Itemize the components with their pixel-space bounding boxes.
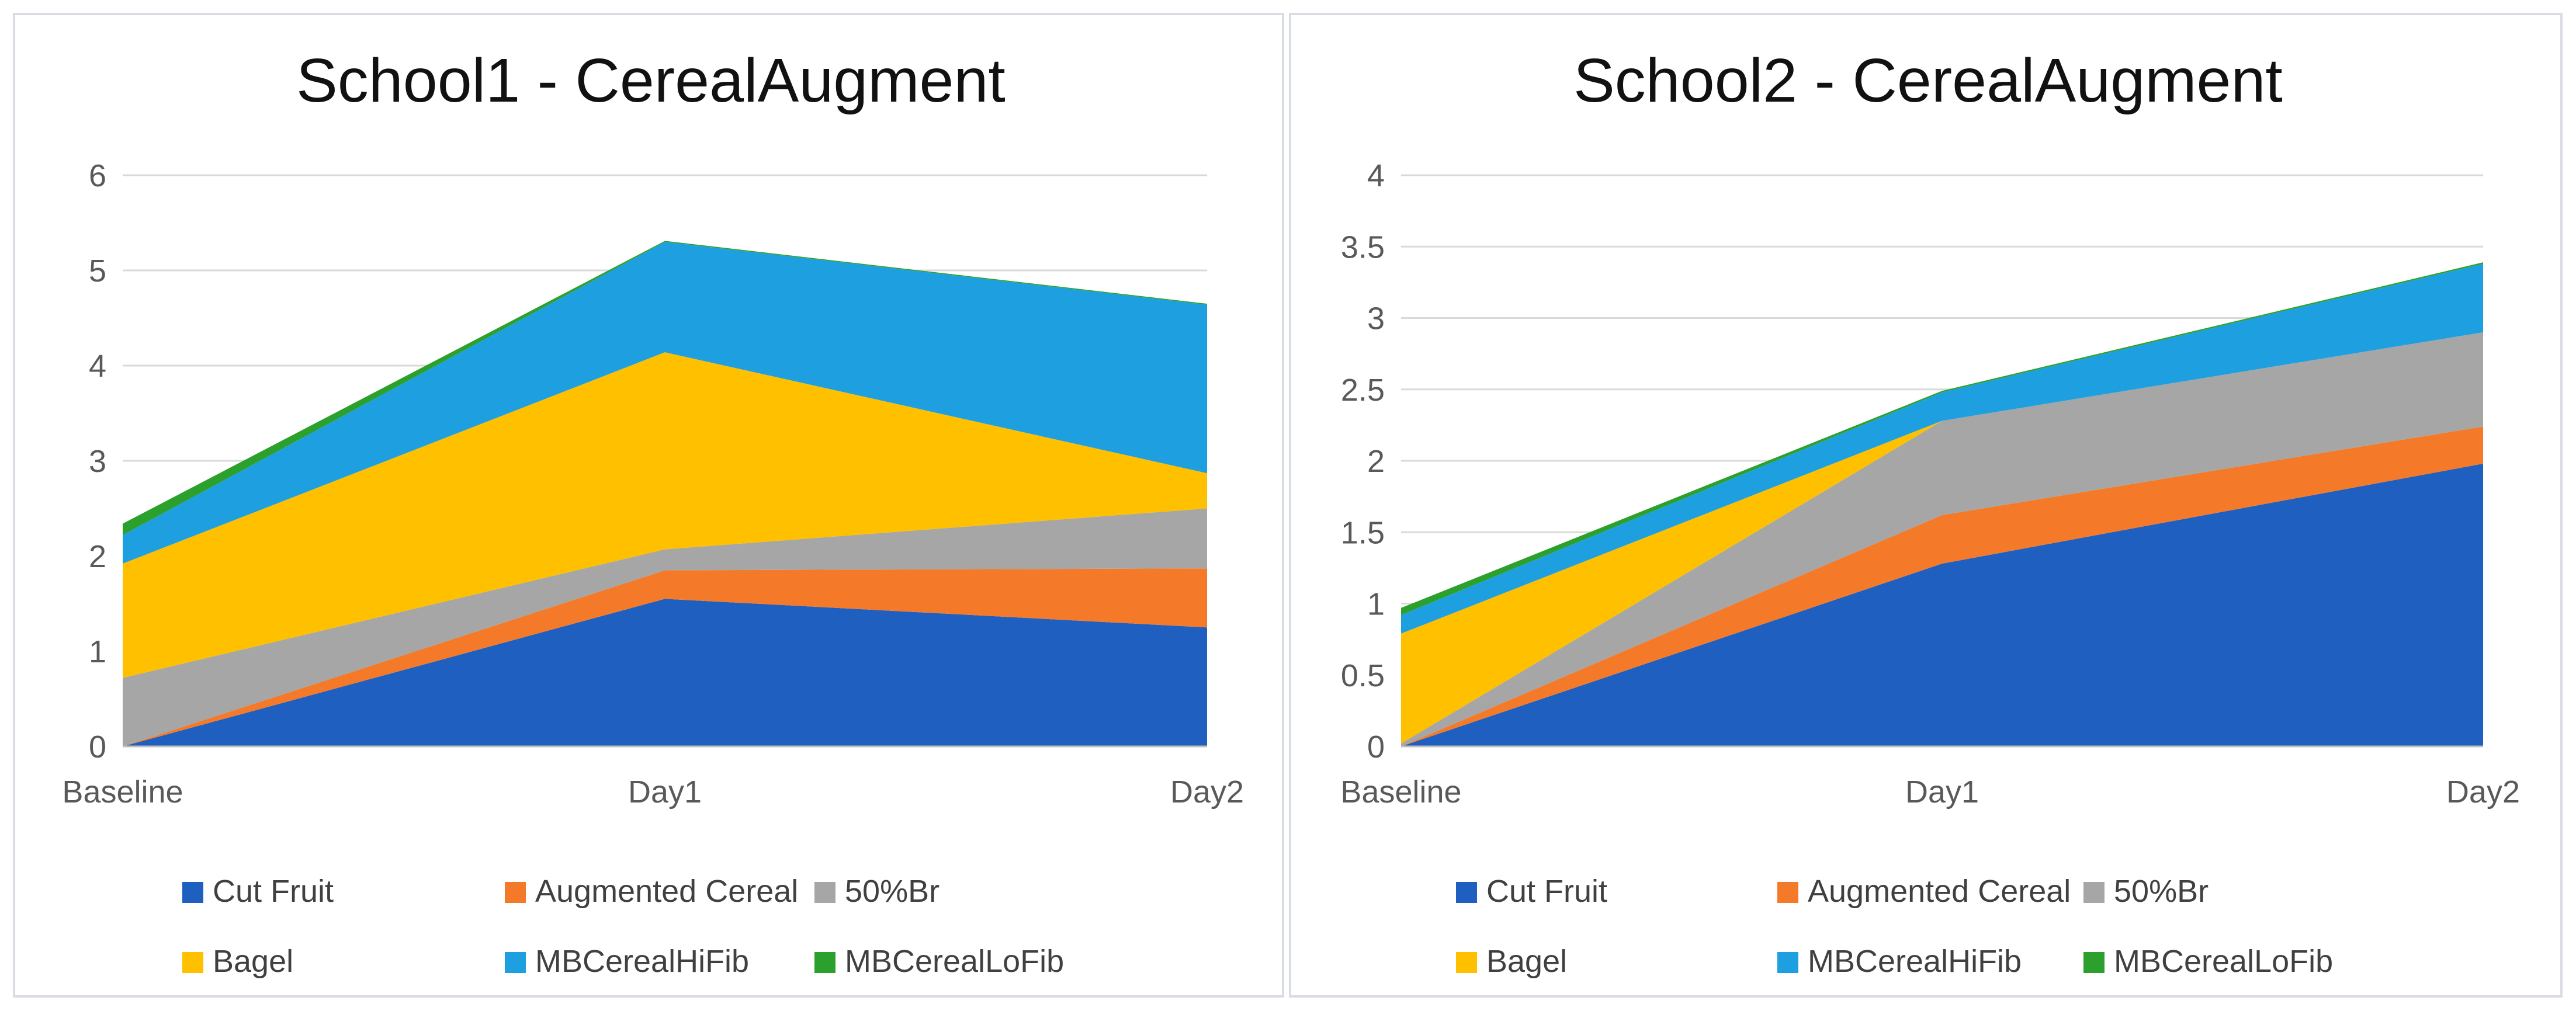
- legend-swatch: [182, 952, 203, 973]
- legend-label: Cut Fruit: [213, 874, 334, 909]
- x-tick-label: Baseline: [1340, 774, 1461, 810]
- chart-panel-school1: School1 - CerealAugment 0 1 2 3 4 5 6 Baseline D…: [13, 13, 1284, 998]
- area-50-br: [123, 508, 1207, 746]
- legend-swatch: [1777, 882, 1798, 903]
- legend-swatch: [814, 952, 835, 973]
- legend-label: MBCerealLoFib: [845, 944, 1064, 979]
- area-cut-fruit: [123, 599, 1207, 746]
- y-tick-label: 1.5: [1341, 515, 1385, 550]
- legend-label: Bagel: [1486, 944, 1567, 979]
- y-tick-label: 0: [1367, 729, 1385, 765]
- x-tick-label: Day1: [1905, 774, 1979, 810]
- x-tick-label: Day2: [1170, 774, 1244, 810]
- legend-swatch: [1456, 952, 1477, 973]
- y-tick-label: 4: [1367, 158, 1385, 193]
- legend-label: Bagel: [213, 944, 293, 979]
- legend-swatch: [1777, 952, 1798, 973]
- legend-label: Augmented Cereal: [1808, 874, 2071, 909]
- legend-swatch: [2083, 882, 2105, 903]
- y-tick-label: 6: [89, 158, 106, 193]
- area-augmented-cereal: [123, 568, 1207, 746]
- area-mbcerealhifib: [1401, 263, 2483, 634]
- legend-swatch: [1456, 882, 1477, 903]
- y-tick-label: 1: [89, 634, 106, 669]
- x-tick-label: Day2: [2446, 774, 2520, 810]
- area-50-br: [1401, 332, 2483, 746]
- area-cut-fruit: [1401, 463, 2483, 746]
- y-tick-label: 5: [89, 253, 106, 289]
- y-tick-label: 3: [89, 444, 106, 479]
- legend-swatch: [505, 882, 526, 903]
- area-mbcerealhifib: [123, 242, 1207, 564]
- y-tick-label: 1: [1367, 587, 1385, 622]
- x-tick-label: Baseline: [62, 774, 183, 810]
- legend-swatch: [814, 882, 835, 903]
- y-tick-label: 3.5: [1341, 230, 1385, 265]
- legend-swatch: [505, 952, 526, 973]
- y-tick-label: 3: [1367, 301, 1385, 336]
- y-tick-label: 2: [1367, 444, 1385, 479]
- y-tick-label: 0.5: [1341, 658, 1385, 693]
- y-tick-label: 2: [89, 539, 106, 574]
- legend-label: MBCerealLoFib: [2114, 944, 2333, 979]
- area-bagel: [123, 352, 1207, 678]
- y-tick-label: 0: [89, 729, 106, 765]
- legend-swatch: [182, 882, 203, 903]
- legend-label: Augmented Cereal: [535, 874, 798, 909]
- legend-label: MBCerealHiFib: [1808, 944, 2022, 979]
- chart-school2: School2 - CerealAugment 0 0.5 1 1.5 2 2.5 3 3.5…: [1340, 46, 2520, 979]
- legend-label: 50%Br: [2114, 874, 2209, 909]
- x-tick-label: Day1: [628, 774, 702, 810]
- chart-title: School1 - CerealAugment: [296, 46, 1006, 115]
- legend-label: 50%Br: [845, 874, 939, 909]
- area-augmented-cereal: [1401, 426, 2483, 746]
- y-tick-label: 4: [89, 349, 106, 384]
- chart-school1: School1 - CerealAugment 0 1 2 3 4 5 6 Baseline D…: [62, 46, 1244, 979]
- legend-label: MBCerealHiFib: [535, 944, 749, 979]
- chart-panel-school2: School2 - CerealAugment 0 0.5 1 1.5 2 2.5 3 3.5…: [1289, 13, 2563, 998]
- chart-title: School2 - CerealAugment: [1573, 46, 2283, 115]
- y-tick-label: 2.5: [1341, 373, 1385, 408]
- legend-label: Cut Fruit: [1486, 874, 1607, 909]
- legend-swatch: [2083, 952, 2105, 973]
